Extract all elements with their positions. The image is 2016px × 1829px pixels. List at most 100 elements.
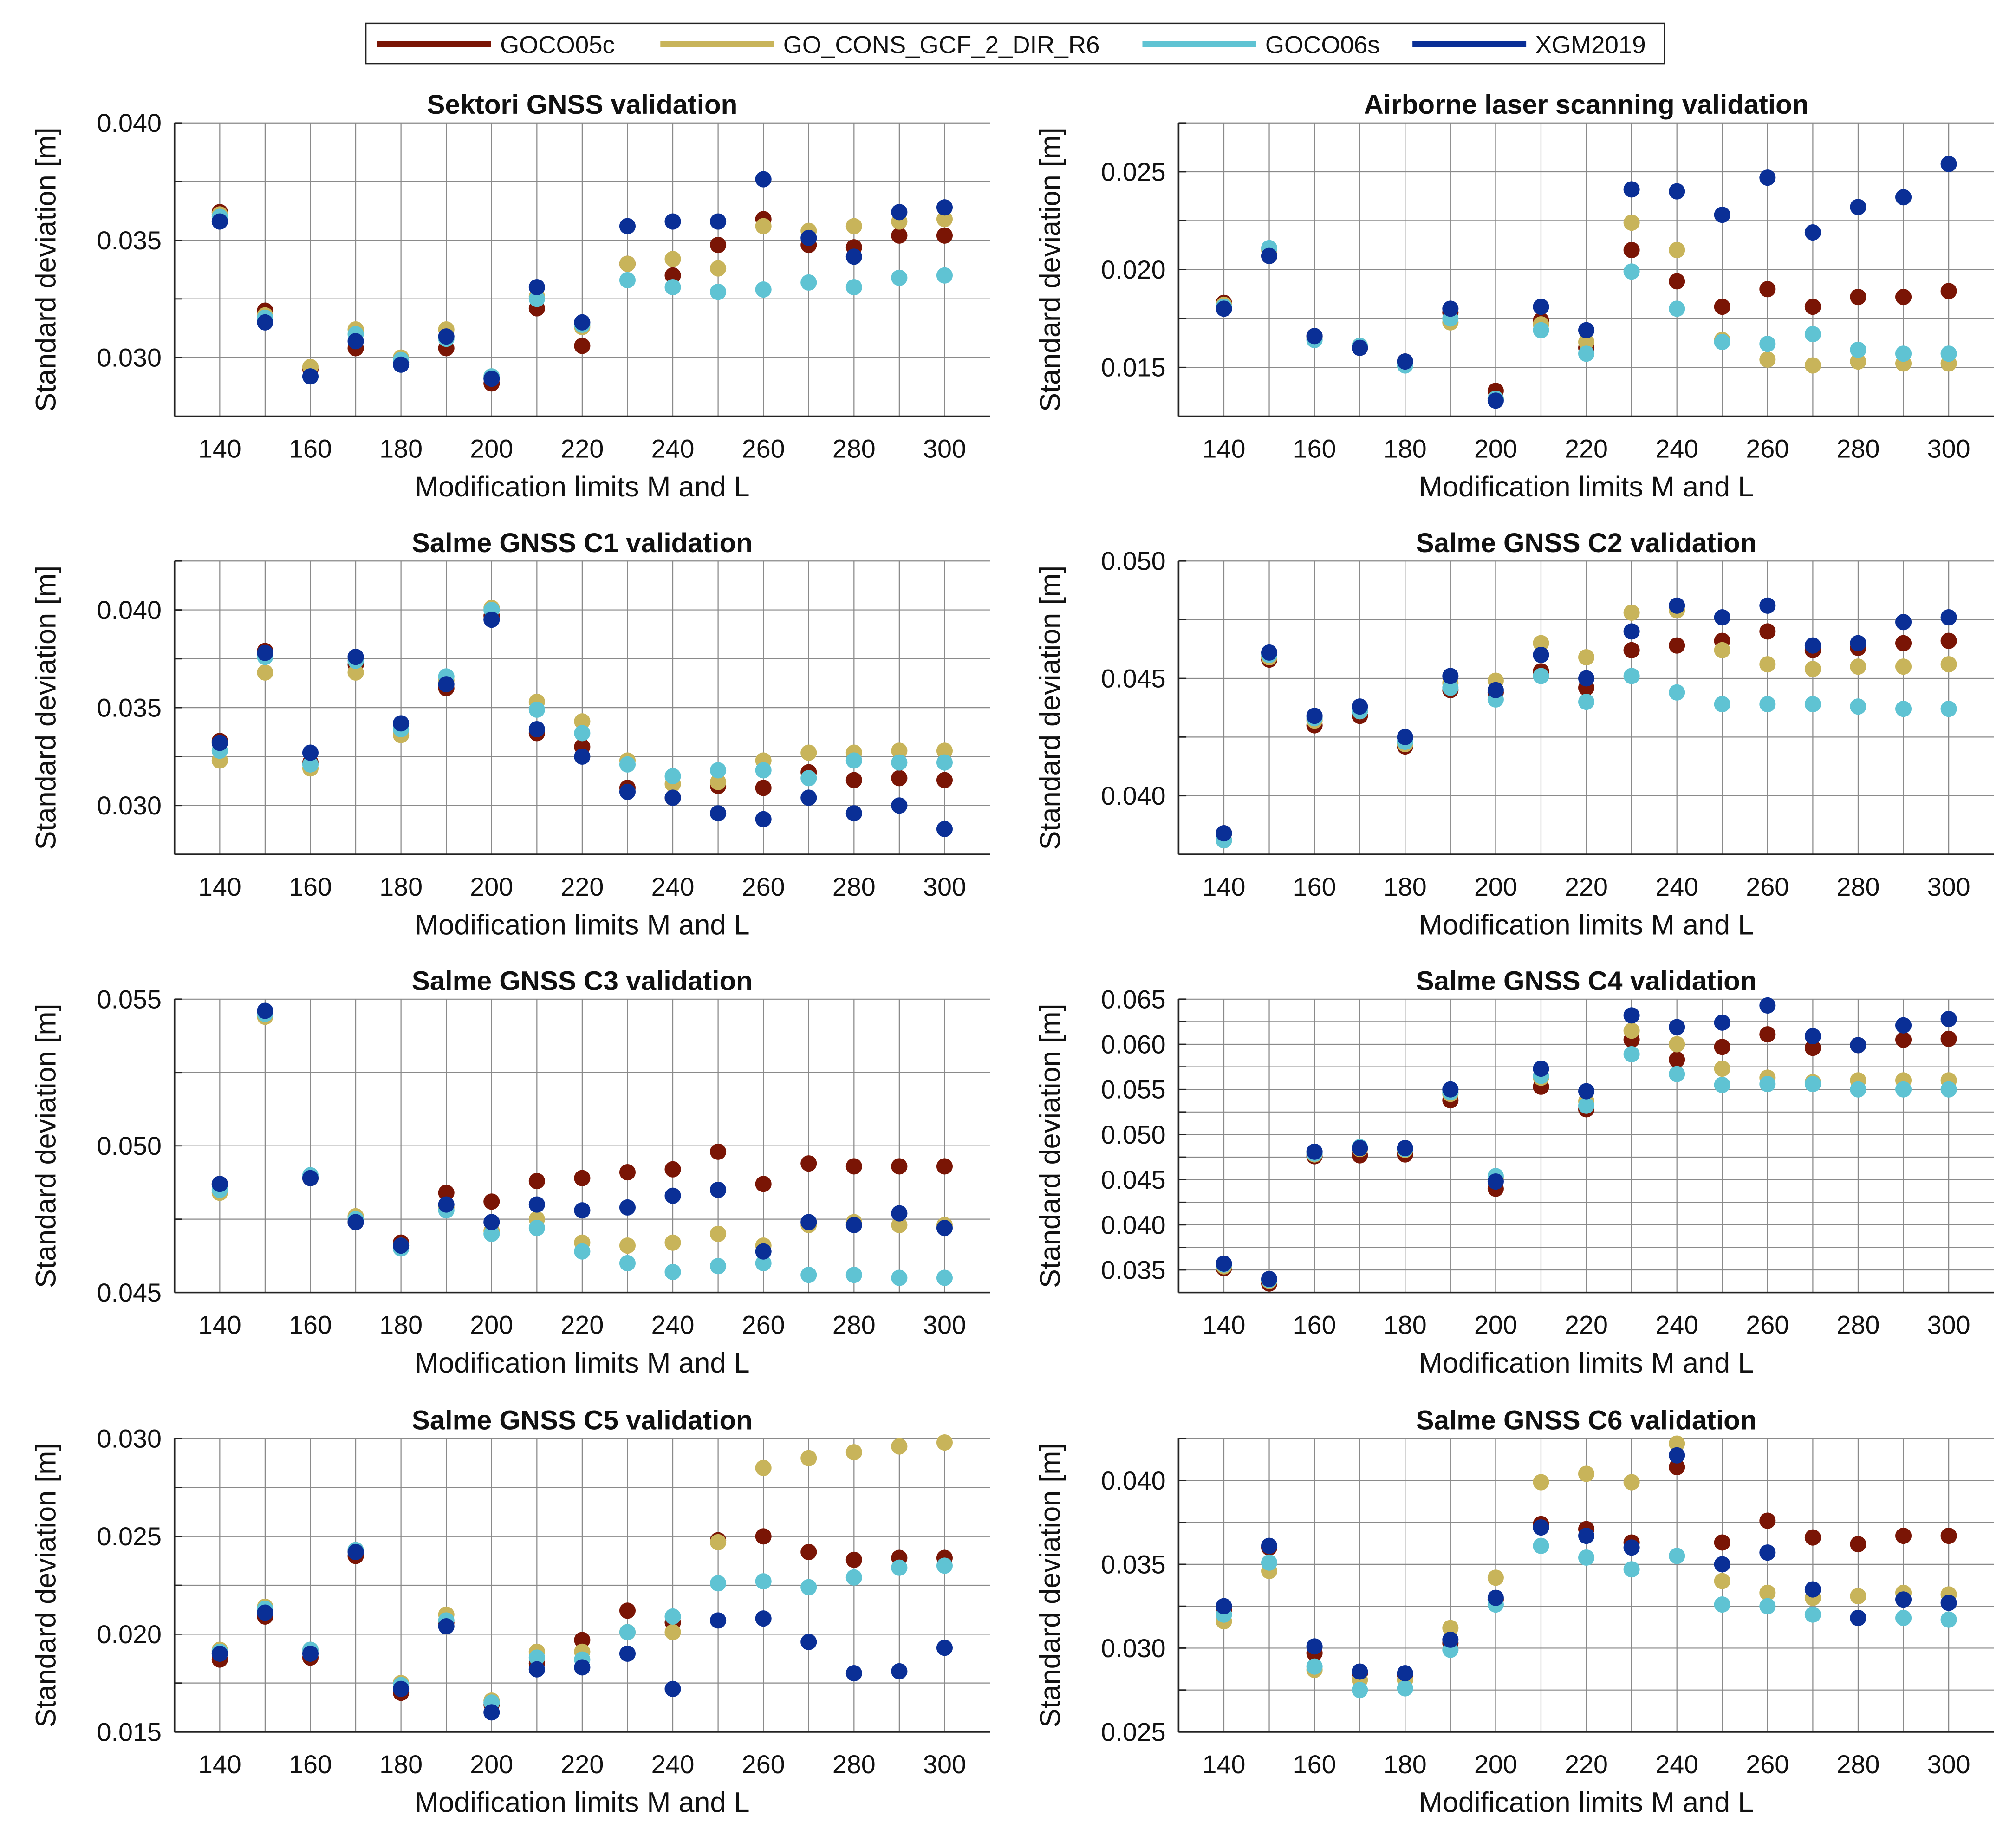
data-point — [619, 1199, 636, 1216]
data-point — [1759, 1512, 1776, 1529]
data-point — [845, 1551, 862, 1568]
data-point — [1669, 684, 1685, 701]
panel-title: Airborne laser scanning validation — [1364, 90, 1809, 120]
x-tick-label: 300 — [1927, 872, 1970, 901]
data-point — [1759, 1544, 1776, 1561]
y-tick-label: 0.030 — [1101, 1634, 1165, 1663]
x-axis-label: Modification limits M and L — [1419, 471, 1754, 502]
data-point — [393, 1237, 410, 1254]
data-point — [1850, 199, 1866, 215]
data-point — [438, 1196, 455, 1213]
data-point — [1623, 1022, 1640, 1039]
data-point — [845, 279, 862, 296]
data-point — [710, 260, 727, 277]
data-point — [800, 770, 817, 787]
data-point — [393, 1680, 410, 1697]
data-point — [1216, 825, 1232, 842]
data-point — [800, 1267, 817, 1283]
data-point — [1804, 1581, 1821, 1598]
x-tick-label: 160 — [289, 1750, 332, 1779]
data-point — [1850, 698, 1866, 715]
data-point — [936, 742, 953, 759]
x-tick-label: 260 — [1746, 435, 1789, 463]
x-tick-label: 140 — [198, 1750, 241, 1779]
data-point — [1623, 604, 1640, 621]
x-tick-label: 140 — [198, 435, 241, 463]
x-tick-label: 200 — [470, 435, 513, 463]
data-point — [1669, 1036, 1685, 1053]
x-tick-label: 140 — [1203, 872, 1246, 901]
y-tick-label: 0.060 — [1101, 1030, 1165, 1059]
data-point — [574, 314, 591, 331]
y-tick-label: 0.040 — [1101, 1466, 1165, 1495]
data-point — [1261, 247, 1278, 264]
data-point — [393, 715, 410, 732]
data-point — [891, 227, 908, 244]
data-point — [1623, 241, 1640, 259]
data-point — [1669, 1447, 1685, 1464]
data-point — [1578, 693, 1595, 710]
data-point — [1895, 701, 1912, 717]
panel-5: 140 160 180 200 220 240 260 280 300 0.045 0.050 0.0… — [30, 966, 990, 1379]
data-point — [619, 255, 636, 272]
data-point — [891, 1205, 908, 1222]
x-axis-label: Modification limits M and L — [415, 909, 749, 941]
data-point — [800, 1543, 817, 1560]
x-tick-label: 300 — [1927, 1750, 1970, 1779]
data-point — [936, 227, 953, 244]
data-point — [1804, 637, 1821, 654]
data-point — [1397, 1680, 1413, 1697]
data-point — [619, 1645, 636, 1662]
data-point — [664, 1680, 681, 1697]
data-point — [710, 1181, 727, 1198]
data-point — [257, 314, 273, 331]
data-point — [1940, 1011, 1957, 1028]
y-tick-label: 0.050 — [97, 1132, 162, 1160]
data-point — [1714, 1556, 1730, 1573]
y-tick-label: 0.020 — [97, 1620, 162, 1649]
data-point — [1578, 322, 1595, 338]
data-point — [755, 1573, 772, 1590]
data-point — [1623, 214, 1640, 231]
x-tick-label: 220 — [560, 1311, 604, 1340]
data-point — [1623, 1539, 1640, 1556]
series-xgm2019 — [1216, 1447, 1957, 1682]
y-tick-label: 0.050 — [1101, 1120, 1165, 1149]
data-point — [1940, 1595, 1957, 1611]
x-tick-label: 260 — [1746, 1311, 1789, 1340]
data-point — [1895, 1591, 1912, 1608]
data-point — [1623, 1007, 1640, 1024]
x-tick-label: 220 — [1565, 872, 1608, 901]
data-point — [891, 797, 908, 814]
panel-4: 140 160 180 200 220 240 260 280 300 0.040 0.045 0.0… — [1034, 528, 1994, 941]
data-point — [1759, 351, 1776, 368]
data-point — [1804, 326, 1821, 343]
panel-1: 140 160 180 200 220 240 260 280 300 0.030 0.035 0.0… — [30, 90, 990, 502]
data-point — [528, 279, 545, 296]
data-point — [1759, 597, 1776, 614]
data-point — [1442, 1081, 1459, 1098]
data-point — [1714, 1060, 1730, 1077]
data-point — [1397, 1140, 1413, 1157]
data-point — [1759, 696, 1776, 713]
data-point — [710, 1225, 727, 1242]
data-point — [1804, 357, 1821, 374]
data-point — [393, 356, 410, 373]
y-axis-label: Standard deviation [m] — [30, 127, 62, 412]
data-point — [1714, 333, 1730, 350]
x-tick-label: 260 — [742, 435, 785, 463]
data-point — [755, 1610, 772, 1627]
data-point — [211, 213, 228, 230]
data-point — [664, 1624, 681, 1640]
data-point — [619, 1255, 636, 1271]
y-tick-label: 0.030 — [97, 1425, 162, 1453]
y-axis-label: Standard deviation [m] — [1034, 127, 1066, 412]
data-point — [1578, 1083, 1595, 1100]
data-point — [710, 237, 727, 254]
data-point — [483, 1193, 500, 1210]
panel-3: 140 160 180 200 220 240 260 280 300 0.030 0.035 0.0… — [30, 528, 990, 941]
data-point — [1533, 1474, 1549, 1491]
x-tick-label: 300 — [923, 872, 966, 901]
x-axis-label: Modification limits M and L — [415, 471, 749, 502]
